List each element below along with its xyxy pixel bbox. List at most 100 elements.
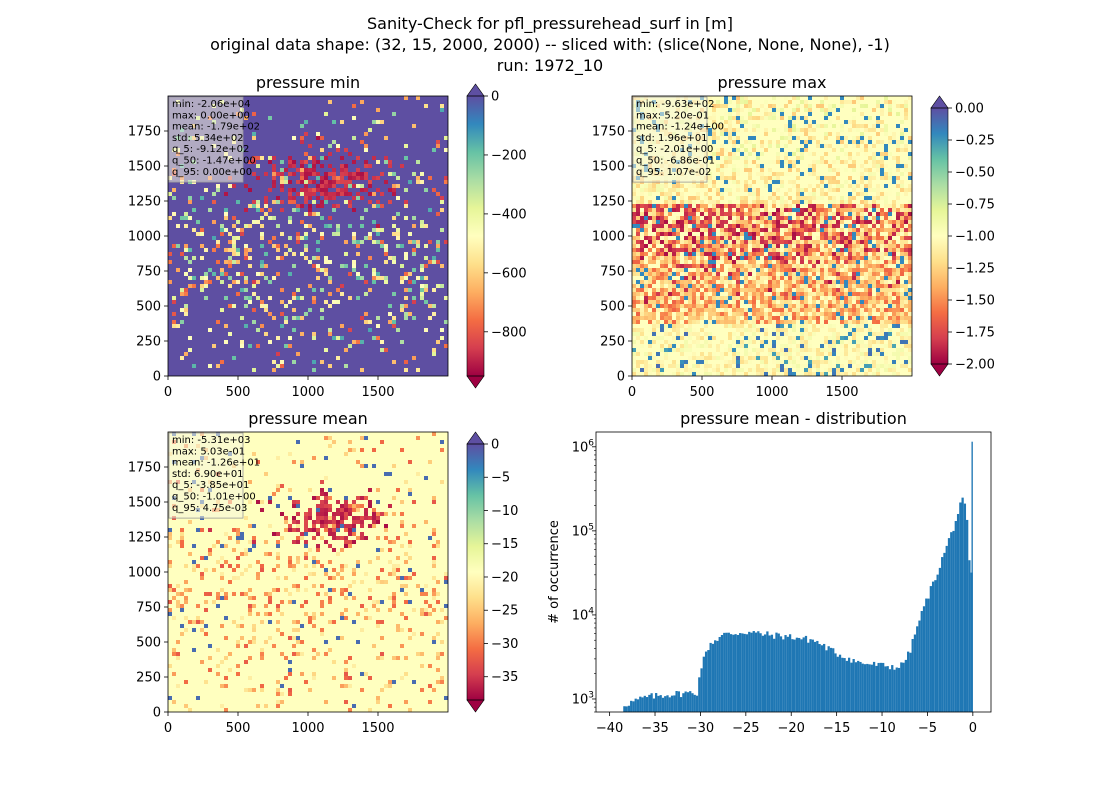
heatmap-cell — [804, 236, 808, 240]
heatmap-cell — [880, 328, 884, 332]
heatmap-cell — [840, 204, 844, 208]
heatmap-cell — [804, 292, 808, 296]
heatmap-cell — [684, 364, 688, 368]
heatmap-cell — [708, 260, 712, 264]
heatmap-cell — [888, 140, 892, 144]
heatmap-cell — [844, 168, 848, 172]
x-tick-label: 0 — [628, 385, 636, 400]
heatmap-cell — [260, 508, 264, 512]
heatmap-cell — [860, 188, 864, 192]
heatmap-cell — [328, 100, 332, 104]
heatmap-cell — [692, 288, 696, 292]
heatmap-cell — [848, 192, 852, 196]
heatmap-cell — [244, 208, 248, 212]
heatmap-cell — [740, 232, 744, 236]
heatmap-cell — [272, 236, 276, 240]
heatmap-cell — [868, 172, 872, 176]
heatmap-cell — [900, 312, 904, 316]
heatmap-cell — [820, 220, 824, 224]
heatmap-cell — [308, 180, 312, 184]
heatmap-cell — [276, 336, 280, 340]
heatmap-cell — [348, 508, 352, 512]
heatmap-cell — [808, 360, 812, 364]
colorbar-gradient — [931, 108, 948, 364]
heatmap-cell — [848, 296, 852, 300]
heatmap-cell — [652, 312, 656, 316]
heatmap-cell — [832, 220, 836, 224]
heatmap-cell — [812, 260, 816, 264]
heatmap-cell — [172, 312, 176, 316]
heatmap-cell — [704, 196, 708, 200]
heatmap-cell — [328, 152, 332, 156]
heatmap-cell — [216, 240, 220, 244]
heatmap-cell — [784, 328, 788, 332]
heatmap-cell — [352, 528, 356, 532]
x-tick-label: 500 — [226, 385, 251, 400]
heatmap-cell — [404, 316, 408, 320]
heatmap-cell — [684, 276, 688, 280]
heatmap-cell — [768, 228, 772, 232]
heatmap-cell — [788, 132, 792, 136]
heatmap-cell — [300, 236, 304, 240]
heatmap-cell — [640, 248, 644, 252]
heatmap-cell — [332, 300, 336, 304]
heatmap-cell — [880, 352, 884, 356]
heatmap-cell — [632, 252, 636, 256]
heatmap-cell — [840, 220, 844, 224]
heatmap-cell — [672, 364, 676, 368]
heatmap-cell — [292, 264, 296, 268]
heatmap-cell — [396, 244, 400, 248]
heatmap-cell — [720, 320, 724, 324]
heatmap-cell — [196, 616, 200, 620]
heatmap-cell — [776, 296, 780, 300]
heatmap-cell — [852, 296, 856, 300]
heatmap-cell — [172, 324, 176, 328]
heatmap-cell — [632, 216, 636, 220]
heatmap-cell — [864, 364, 868, 368]
heatmap-cell — [788, 288, 792, 292]
heatmap-cell — [364, 148, 368, 152]
heatmap-cell — [188, 216, 192, 220]
heatmap-cell — [824, 256, 828, 260]
heatmap-cell — [396, 568, 400, 572]
heatmap-cell — [176, 244, 180, 248]
heatmap-cell — [728, 208, 732, 212]
heatmap-cell — [796, 176, 800, 180]
heatmap-cell — [752, 288, 756, 292]
heatmap-cell — [632, 260, 636, 264]
heatmap-cell — [344, 252, 348, 256]
heatmap-cell — [348, 180, 352, 184]
heatmap-cell — [732, 284, 736, 288]
heatmap-cell — [332, 548, 336, 552]
heatmap-cell — [264, 304, 268, 308]
heatmap-cell — [236, 292, 240, 296]
heatmap-cell — [300, 124, 304, 128]
heatmap-cell — [724, 296, 728, 300]
colorbar-tick-label: −1.50 — [955, 294, 995, 309]
heatmap-cell — [796, 228, 800, 232]
heatmap-cell — [660, 344, 664, 348]
heatmap-cell — [712, 292, 716, 296]
heatmap-cell — [832, 168, 836, 172]
heatmap-cell — [656, 308, 660, 312]
heatmap-cell — [716, 272, 720, 276]
heatmap-cell — [896, 156, 900, 160]
heatmap-cell — [884, 212, 888, 216]
heatmap-cell — [328, 504, 332, 508]
heatmap-cell — [640, 308, 644, 312]
heatmap-cell — [740, 196, 744, 200]
heatmap-cell — [264, 612, 268, 616]
heatmap-cell — [756, 200, 760, 204]
heatmap-cell — [756, 156, 760, 160]
stats-line: mean: -1.79e+02 — [172, 122, 260, 133]
heatmap-cell — [352, 268, 356, 272]
heatmap-cell — [272, 244, 276, 248]
heatmap-cell — [748, 260, 752, 264]
heatmap-cell — [832, 316, 836, 320]
heatmap-cell — [708, 168, 712, 172]
heatmap-cell — [748, 360, 752, 364]
heatmap-cell — [712, 280, 716, 284]
heatmap-cell — [404, 200, 408, 204]
heatmap-cell — [384, 512, 388, 516]
